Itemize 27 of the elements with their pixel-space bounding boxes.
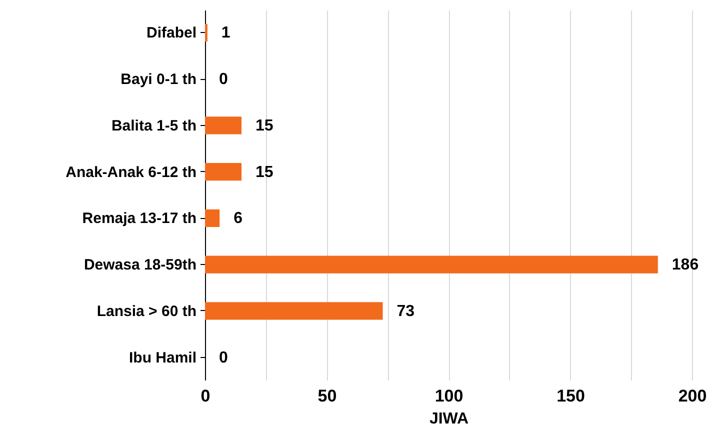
x-tick-label: 50: [318, 386, 337, 406]
data-label: 15: [256, 117, 274, 134]
bar: [205, 209, 220, 227]
x-tick-label: 150: [556, 386, 585, 406]
bar: [205, 163, 242, 181]
data-label: 186: [672, 256, 699, 274]
x-tick-label: 100: [434, 386, 464, 406]
data-label: 0: [219, 71, 228, 88]
y-tick-label: Balita 1-5 th: [111, 117, 196, 134]
y-tick-label: Ibu Hamil: [128, 349, 196, 366]
bar: [205, 256, 658, 274]
bar: [205, 302, 383, 320]
data-label: 0: [219, 349, 228, 366]
y-tick-label: Remaja 13-17 th: [82, 210, 196, 228]
y-tick-label: Lansia > 60 th: [96, 302, 196, 320]
y-tick-label: Anak-Anak 6-12 th: [66, 164, 196, 181]
data-label: 1: [221, 24, 230, 42]
x-axis-title: JIWA: [429, 410, 469, 428]
data-label: 6: [234, 210, 243, 228]
y-tick-label: Difabel: [146, 24, 196, 42]
data-label: 73: [396, 302, 415, 320]
bar: [205, 116, 242, 134]
x-tick-label: 200: [678, 386, 707, 406]
data-label: 15: [256, 164, 274, 181]
y-tick-label: Dewasa 18-59th: [84, 256, 196, 274]
x-tick-label: 0: [200, 386, 210, 406]
y-tick-label: Bayi 0-1 th: [120, 71, 196, 88]
